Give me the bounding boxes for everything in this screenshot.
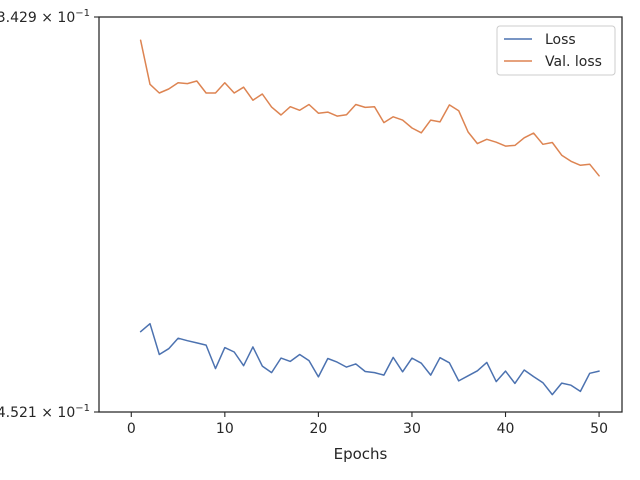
y-tick-label: 4.521 × 10−1 (0, 403, 90, 421)
x-tick-label: 20 (309, 421, 327, 437)
x-tick-label: 50 (590, 421, 608, 437)
series-layer (139, 39, 600, 396)
series-line-loss (139, 322, 600, 396)
legend-label-loss: Loss (545, 32, 576, 48)
legend: Loss Val. loss (496, 25, 616, 76)
legend-label-val-loss: Val. loss (545, 54, 602, 70)
y-tick-label: 3.429 × 10−1 (0, 8, 90, 26)
x-tick-label: 30 (403, 421, 421, 437)
x-tick-label: 10 (216, 421, 234, 437)
x-axis-label: Epochs (334, 445, 388, 463)
ticks-layer: 0 10 20 30 40 50 4.521 × 10−1 3.429 × 10−1 (0, 8, 608, 437)
plot-frame (98, 16, 623, 413)
series-line-val-loss (139, 39, 600, 177)
x-tick-label: 0 (127, 421, 136, 437)
x-tick-label: 40 (497, 421, 515, 437)
